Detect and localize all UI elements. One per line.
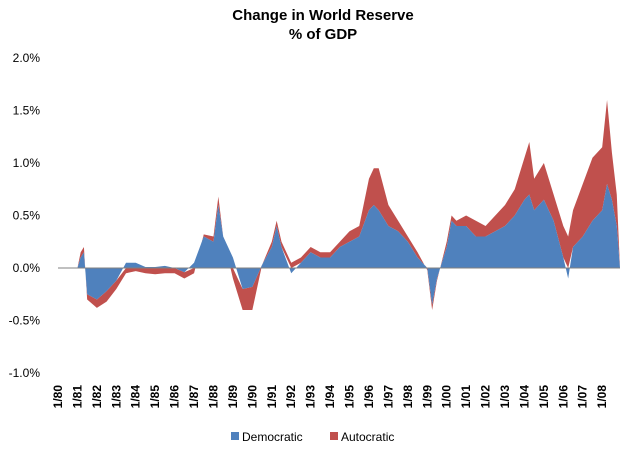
- y-tick-label: 0.5%: [13, 209, 41, 223]
- y-tick-label: 0.0%: [13, 261, 41, 275]
- x-tick-label: 1/97: [381, 385, 395, 409]
- x-tick-label: 1/88: [207, 385, 221, 409]
- legend-label-autocratic: Autocratic: [341, 430, 394, 444]
- x-tick-label: 1/03: [498, 385, 512, 409]
- y-tick-label: 1.0%: [13, 156, 41, 170]
- y-axis-ticks: 2.0% 1.5% 1.0% 0.5% 0.0% -0.5% -1.0%: [9, 51, 41, 380]
- x-tick-label: 1/84: [129, 385, 143, 409]
- chart-title-line-1: Change in World Reserve: [232, 7, 413, 24]
- x-tick-label: 1/99: [420, 385, 434, 409]
- x-tick-label: 1/04: [517, 385, 531, 409]
- x-tick-label: 1/01: [459, 385, 473, 409]
- x-tick-label: 1/81: [70, 385, 84, 409]
- x-tick-label: 1/89: [226, 385, 240, 409]
- x-tick-label: 1/95: [343, 385, 357, 409]
- x-tick-label: 1/91: [265, 385, 279, 409]
- x-tick-label: 1/07: [576, 385, 590, 409]
- x-tick-label: 1/87: [187, 385, 201, 409]
- x-tick-label: 1/90: [245, 385, 259, 409]
- x-tick-label: 1/92: [284, 385, 298, 409]
- series-autocratic-area: [58, 100, 620, 310]
- x-axis-ticks: 1/80 1/81 1/82 1/83 1/84 1/85 1/86 1/87 1/88 1/89…: [51, 385, 609, 409]
- chart-title-line-2: % of GDP: [289, 26, 357, 43]
- x-tick-label: 1/86: [168, 385, 182, 409]
- y-tick-label: -0.5%: [9, 314, 41, 328]
- y-tick-label: 1.5%: [13, 104, 41, 118]
- x-tick-label: 1/05: [537, 385, 551, 409]
- legend: Democratic Autocratic: [231, 430, 394, 444]
- x-tick-label: 1/98: [401, 385, 415, 409]
- x-tick-label: 1/80: [51, 385, 65, 409]
- x-tick-label: 1/94: [323, 385, 337, 409]
- x-tick-label: 1/83: [109, 385, 123, 409]
- x-tick-label: 1/06: [556, 385, 570, 409]
- x-tick-label: 1/96: [362, 385, 376, 409]
- x-tick-label: 1/00: [440, 385, 454, 409]
- x-tick-label: 1/85: [148, 385, 162, 409]
- y-tick-label: 2.0%: [13, 51, 41, 65]
- x-tick-label: 1/02: [479, 385, 493, 409]
- x-tick-label: 1/93: [304, 385, 318, 409]
- x-tick-label: 1/08: [595, 385, 609, 409]
- y-tick-label: -1.0%: [9, 366, 41, 380]
- plot-area: [58, 100, 620, 310]
- legend-label-democratic: Democratic: [242, 430, 303, 444]
- legend-swatch-democratic: [231, 432, 239, 440]
- x-tick-label: 1/82: [90, 385, 104, 409]
- legend-swatch-autocratic: [330, 432, 338, 440]
- series-democratic-area: [58, 184, 620, 305]
